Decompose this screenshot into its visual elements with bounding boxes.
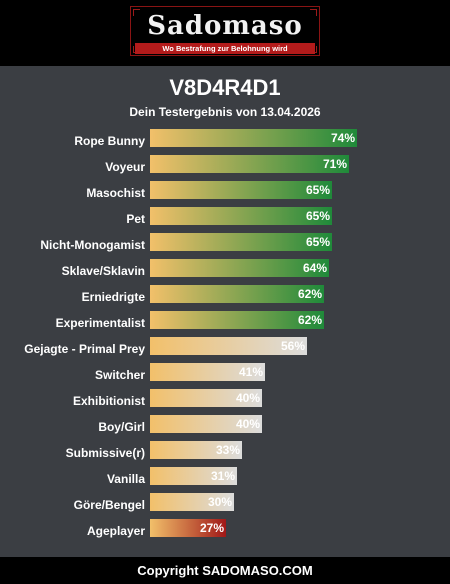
result-percentage: 74% — [330, 131, 355, 145]
result-bar: 74% — [150, 129, 357, 147]
result-percentage: 62% — [297, 287, 322, 301]
result-bar: 30% — [150, 493, 234, 511]
result-label: Rope Bunny — [74, 134, 145, 148]
result-row: Erniedrigte 62% — [0, 284, 450, 310]
result-row: Sklave/Sklavin 64% — [0, 258, 450, 284]
result-label: Gejagte - Primal Prey — [24, 342, 145, 356]
result-bar: 62% — [150, 311, 324, 329]
result-bar: 33% — [150, 441, 242, 459]
result-percentage: 64% — [302, 261, 327, 275]
result-bar: 40% — [150, 389, 262, 407]
result-row: Vanilla 31% — [0, 466, 450, 492]
result-percentage: 40% — [235, 417, 260, 431]
result-percentage: 33% — [215, 443, 240, 457]
site-logo[interactable]: Sadomaso Wo Bestrafung zur Belohnung wir… — [130, 6, 320, 56]
result-percentage: 65% — [305, 209, 330, 223]
header: Sadomaso Wo Bestrafung zur Belohnung wir… — [0, 0, 450, 66]
result-label: Exhibitionist — [73, 394, 145, 408]
result-percentage: 65% — [305, 235, 330, 249]
result-bar: 71% — [150, 155, 349, 173]
result-label: Switcher — [94, 368, 145, 382]
result-row: Switcher 41% — [0, 362, 450, 388]
result-bar: 64% — [150, 259, 329, 277]
logo-corner-ornament — [133, 9, 140, 16]
result-bar: 65% — [150, 207, 332, 225]
result-bar: 41% — [150, 363, 265, 381]
result-percentage: 31% — [210, 469, 235, 483]
result-label: Göre/Bengel — [73, 498, 145, 512]
result-label: Masochist — [86, 186, 145, 200]
result-percentage: 40% — [235, 391, 260, 405]
result-bar: 65% — [150, 233, 332, 251]
result-label: Vanilla — [106, 472, 145, 486]
result-date-subtitle: Dein Testergebnis von 13.04.2026 — [129, 105, 321, 119]
result-row: Göre/Bengel 30% — [0, 492, 450, 518]
result-row: Submissive(r) 33% — [0, 440, 450, 466]
logo-wordmark: Sadomaso — [147, 11, 303, 41]
result-bar: 56% — [150, 337, 307, 355]
result-percentage: 71% — [322, 157, 347, 171]
result-row: Ageplayer 27% — [0, 518, 450, 544]
result-percentage: 62% — [297, 313, 322, 327]
result-row: Pet 65% — [0, 206, 450, 232]
result-bar: 40% — [150, 415, 262, 433]
result-row: Masochist 65% — [0, 180, 450, 206]
result-label: Pet — [126, 212, 145, 226]
result-percentage: 30% — [207, 495, 232, 509]
result-percentage: 56% — [280, 339, 305, 353]
result-percentage: 27% — [199, 521, 224, 535]
result-row: Gejagte - Primal Prey 56% — [0, 336, 450, 362]
result-row: Boy/Girl 40% — [0, 414, 450, 440]
result-bar: 62% — [150, 285, 324, 303]
result-row: Exhibitionist 40% — [0, 388, 450, 414]
footer: Copyright SADOMASO.COM — [0, 557, 450, 584]
result-label: Sklave/Sklavin — [61, 264, 145, 278]
logo-tagline: Wo Bestrafung zur Belohnung wird — [135, 43, 315, 54]
result-bar: 65% — [150, 181, 332, 199]
result-percentage: 65% — [305, 183, 330, 197]
page-title: V8D4R4D1 — [169, 75, 281, 100]
result-bar: 27% — [150, 519, 226, 537]
result-label: Submissive(r) — [65, 446, 145, 460]
result-bar: 31% — [150, 467, 237, 485]
result-row: Nicht-Monogamist 65% — [0, 232, 450, 258]
result-row: Rope Bunny 74% — [0, 128, 450, 154]
result-label: Erniedrigte — [81, 290, 145, 304]
result-label: Nicht-Monogamist — [40, 238, 145, 252]
logo-corner-ornament — [310, 9, 317, 16]
result-label: Ageplayer — [86, 524, 145, 538]
results-list: Rope Bunny 74% Voyeur 71% Masochist 65% Pet 65%… — [0, 128, 450, 544]
result-percentage: 41% — [238, 365, 263, 379]
result-label: Boy/Girl — [98, 420, 145, 434]
result-row: Experimentalist 62% — [0, 310, 450, 336]
result-label: Experimentalist — [55, 316, 145, 330]
result-label: Voyeur — [105, 160, 145, 174]
copyright-text: Copyright SADOMASO.COM — [137, 563, 313, 578]
result-row: Voyeur 71% — [0, 154, 450, 180]
